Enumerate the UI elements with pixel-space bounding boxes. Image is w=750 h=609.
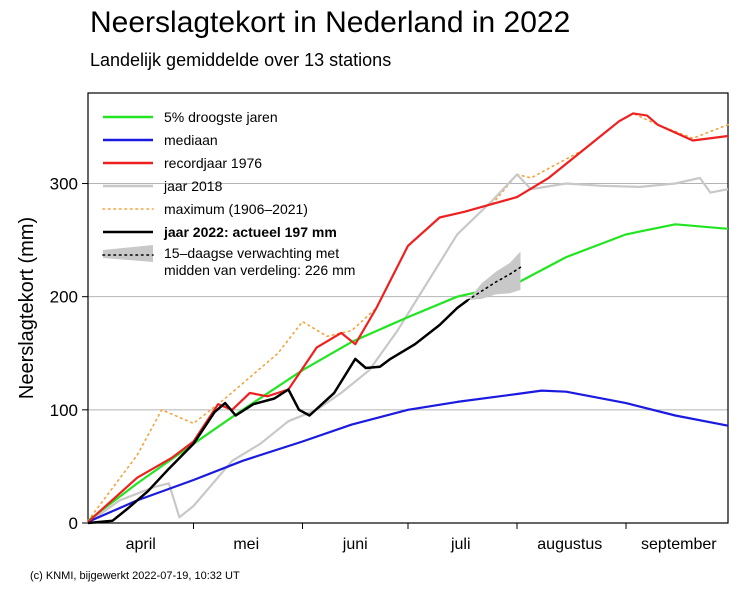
axes: Neerslagtekort (mm) [16, 92, 729, 524]
series-line-5 [87, 299, 469, 525]
update-footnote: (c) KNMI, bijgewerkt 2022-07-19, 10:32 U… [30, 570, 240, 582]
series-lines [87, 112, 729, 525]
chart-title: Neerslagtekort in Nederland in 2022 [90, 6, 571, 39]
chart-subtitle: Landelijk gemiddelde over 13 stations [90, 50, 392, 70]
x-tick-label-augustus: augustus [537, 536, 602, 553]
series-line-1 [87, 389, 729, 523]
forecast-median-line [466, 266, 522, 301]
x-tick-label-april: april [126, 536, 156, 553]
x-tick-label-juli: juli [450, 536, 471, 553]
x-tick-label-mei: mei [233, 536, 259, 553]
legend-label-1: mediaan [164, 132, 218, 148]
legend-label-forecast-1: midden van verdeling: 226 mm [164, 262, 355, 278]
y-axis-label: Neerslagtekort (mm) [16, 217, 38, 399]
legend-label-forecast-0: 15–daagse verwachting met [164, 245, 339, 261]
legend: 5% droogste jaren mediaan recordjaar 1976 j… [102, 109, 355, 278]
y-tick-label-300: 300 [50, 175, 78, 194]
y-ticks: 0 100 200 300 [50, 175, 88, 533]
x-tick-label-juni: juni [342, 536, 368, 553]
grid-lines [88, 183, 728, 411]
legend-label-0: 5% droogste jaren [164, 109, 278, 125]
y-tick-label-200: 200 [50, 288, 78, 307]
legend-label-3: jaar 2018 [163, 178, 223, 194]
forecast-band [467, 251, 521, 301]
series-line-3 [87, 173, 729, 524]
y-tick-label-0: 0 [69, 514, 78, 533]
y-tick-label-100: 100 [50, 401, 78, 420]
x-ticks: april mei juni juli augustus september [126, 523, 717, 553]
legend-swatch-forecast-band [103, 245, 153, 262]
legend-label-4: maximum (1906–2021) [164, 201, 308, 217]
series-line-2 [87, 112, 729, 523]
legend-label-5: jaar 2022: actueel 197 mm [163, 224, 337, 240]
legend-label-2: recordjaar 1976 [164, 155, 262, 171]
x-tick-label-september: september [641, 536, 717, 553]
